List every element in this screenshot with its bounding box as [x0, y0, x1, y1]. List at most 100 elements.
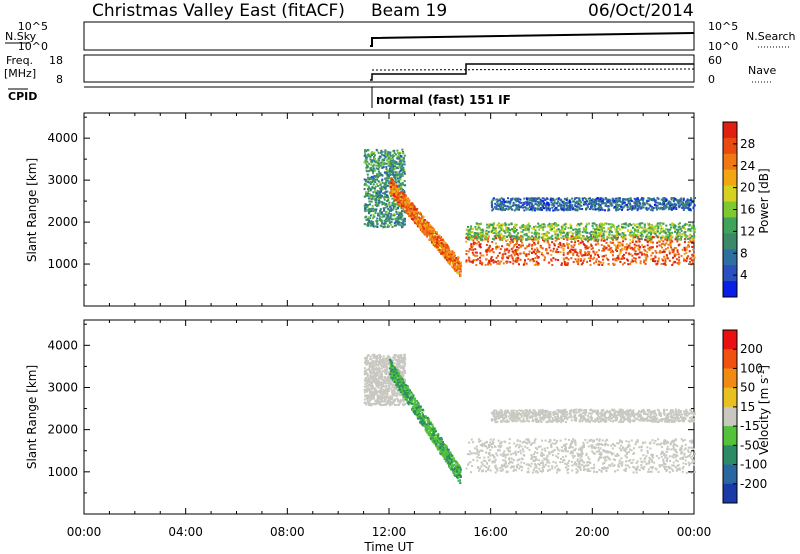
- data-point: [516, 253, 519, 255]
- data-point: [395, 388, 398, 391]
- data-point: [456, 258, 459, 261]
- data-point: [559, 244, 562, 247]
- data-point: [567, 227, 570, 229]
- data-point: [365, 204, 368, 207]
- data-point: [644, 230, 647, 233]
- data-point: [567, 232, 570, 235]
- data-point: [474, 241, 477, 244]
- data-point: [653, 203, 656, 206]
- data-point: [525, 208, 528, 211]
- data-point: [500, 224, 503, 227]
- data-point: [397, 173, 400, 176]
- data-point: [562, 247, 565, 250]
- data-point: [611, 254, 614, 257]
- data-point: [678, 256, 680, 259]
- data-point: [629, 238, 632, 241]
- data-point: [384, 221, 387, 223]
- data-point: [636, 199, 639, 202]
- data-point: [374, 378, 377, 381]
- data-point: [566, 262, 569, 265]
- data-point: [375, 199, 378, 202]
- data-point: [551, 241, 554, 244]
- data-point: [381, 216, 384, 219]
- data-point: [465, 236, 468, 239]
- data-point: [401, 163, 404, 166]
- data-point: [692, 207, 695, 209]
- data-point: [677, 226, 680, 229]
- data-point: [414, 218, 417, 221]
- data-point: [400, 155, 402, 158]
- data-point: [663, 197, 666, 199]
- data-point: [663, 255, 666, 258]
- data-point: [682, 209, 685, 211]
- data-point: [527, 223, 530, 226]
- data-point: [693, 235, 696, 238]
- data-point: [401, 204, 403, 207]
- data-point: [621, 208, 623, 211]
- data-point: [421, 217, 424, 220]
- data-point: [668, 259, 671, 262]
- data-point: [391, 392, 394, 395]
- data-point: [615, 248, 618, 250]
- data-point: [381, 179, 384, 182]
- data-point: [545, 207, 548, 210]
- data-point: [589, 257, 592, 260]
- data-point: [625, 243, 628, 246]
- data-point: [668, 250, 671, 253]
- data-point: [402, 208, 405, 211]
- data-point: [619, 250, 622, 253]
- data-point: [652, 260, 654, 262]
- data-point: [597, 238, 600, 241]
- data-point: [502, 203, 505, 206]
- data-point: [492, 251, 495, 254]
- data-point: [368, 401, 371, 404]
- data-point: [685, 260, 688, 263]
- data-point: [504, 248, 507, 251]
- data-point: [520, 226, 523, 229]
- data-point: [532, 240, 535, 243]
- data-point: [433, 244, 436, 247]
- data-point: [598, 227, 600, 230]
- data-point: [637, 229, 640, 232]
- data-point: [543, 234, 546, 237]
- data-point: [392, 206, 395, 209]
- data-point: [625, 251, 628, 254]
- data-point: [536, 231, 539, 234]
- data-point: [363, 367, 366, 370]
- data-point: [561, 227, 564, 230]
- data-point: [590, 236, 593, 239]
- data-point: [669, 244, 672, 247]
- nsky-tick-bottom: 10^0: [18, 40, 48, 53]
- data-point: [566, 235, 569, 238]
- data-point: [500, 232, 503, 235]
- data-point: [551, 234, 554, 237]
- data-point: [692, 222, 695, 225]
- data-point: [384, 206, 387, 209]
- data-point: [411, 211, 414, 214]
- data-point: [549, 228, 552, 231]
- data-point: [664, 204, 667, 207]
- data-point: [382, 187, 385, 190]
- data-point: [372, 177, 375, 180]
- data-point: [683, 241, 686, 244]
- data-point: [640, 198, 643, 201]
- data-point: [619, 241, 622, 244]
- data-point: [380, 225, 383, 228]
- data-point: [404, 184, 407, 187]
- data-point: [572, 206, 575, 209]
- data-point: [527, 245, 530, 247]
- data-point: [424, 220, 427, 223]
- data-point: [676, 199, 679, 202]
- data-point: [556, 233, 559, 236]
- data-point: [685, 248, 688, 251]
- data-point: [512, 262, 515, 265]
- data-point: [485, 249, 488, 252]
- data-point: [487, 237, 490, 240]
- data-point: [674, 224, 676, 227]
- data-point: [375, 167, 378, 170]
- data-point: [406, 211, 409, 214]
- data-point: [593, 256, 596, 259]
- data-point: [399, 197, 402, 200]
- data-point: [429, 236, 432, 239]
